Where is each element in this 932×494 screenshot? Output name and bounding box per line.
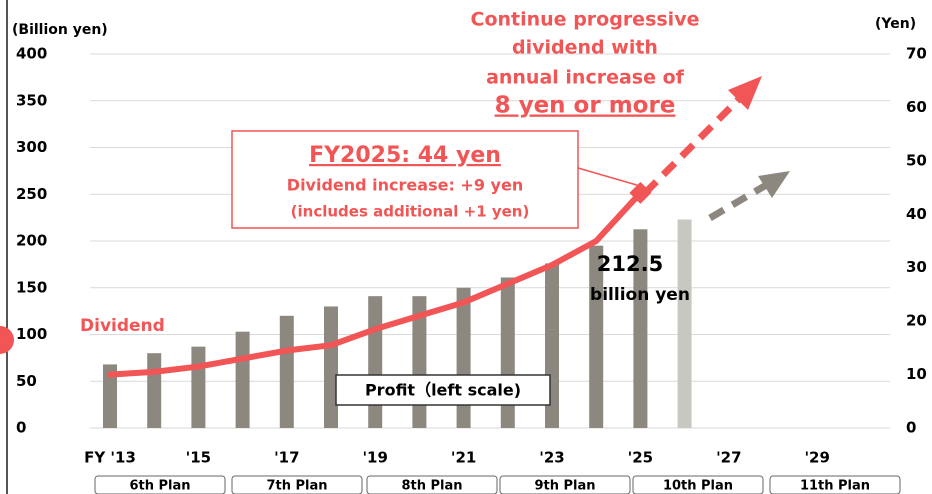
y2-tick-label: 70 xyxy=(906,45,927,63)
bar xyxy=(368,296,383,428)
y2-tick-label: 10 xyxy=(906,365,927,383)
line xyxy=(107,189,644,378)
y2-tick-label: 50 xyxy=(906,151,927,169)
plan-box xyxy=(499,475,631,494)
y-tick-label: 400 xyxy=(16,45,47,63)
y2-tick-label: 0 xyxy=(906,419,916,437)
bar xyxy=(456,287,471,428)
y-tick-label: 100 xyxy=(16,325,47,343)
arrow-head xyxy=(758,171,790,198)
annotation: billion yen xyxy=(590,285,690,305)
y-tick-label: 300 xyxy=(16,138,47,156)
plan-label: 11th Plan xyxy=(800,479,870,494)
y2-axis-label: (Yen) xyxy=(875,16,916,32)
data-label: 212.5 xyxy=(597,252,663,276)
callout-line xyxy=(577,167,641,187)
x-tick-label: '15 xyxy=(186,449,211,467)
x-tick-label: '27 xyxy=(716,449,741,467)
decor-dot xyxy=(0,326,14,354)
y-tick-label: 150 xyxy=(16,278,47,296)
plan-label: 8th Plan xyxy=(401,479,462,494)
x-tick-label: '23 xyxy=(539,449,564,467)
legend-box xyxy=(335,374,551,406)
x-tick-label: FY '13 xyxy=(84,449,136,467)
bar xyxy=(589,245,604,428)
plan-label: 7th Plan xyxy=(266,479,327,494)
plan-box xyxy=(366,475,498,494)
x-tick-label: '29 xyxy=(804,449,829,467)
callout-box xyxy=(231,130,579,229)
callout-title: FY2025: 44 yen xyxy=(309,143,501,168)
legend-entry: Dividend xyxy=(80,316,165,336)
y-tick-label: 200 xyxy=(16,232,47,250)
y-tick-label: 50 xyxy=(16,372,37,390)
plan-label: 9th Plan xyxy=(534,479,595,494)
plan-box xyxy=(94,475,226,494)
bar xyxy=(279,315,294,428)
x-tick-label: '19 xyxy=(362,449,387,467)
plan-box xyxy=(632,475,764,494)
y2-tick-label: 20 xyxy=(906,312,927,330)
legend-entry: Profit（left scale) xyxy=(365,381,521,400)
headline: annual increase of xyxy=(486,67,685,89)
arrow-head xyxy=(728,76,762,110)
bar xyxy=(235,331,250,428)
bar xyxy=(103,364,117,428)
bar xyxy=(324,306,338,428)
plan-box xyxy=(769,475,901,494)
callout-text: (includes additional +1 yen) xyxy=(291,203,530,221)
y2-tick-label: 30 xyxy=(906,258,927,276)
headline: dividend with xyxy=(512,37,658,59)
plan-label: 6th Plan xyxy=(129,479,190,494)
y-tick-label: 350 xyxy=(16,91,47,109)
projection-arrow xyxy=(642,95,743,196)
headline: 8 yen or more xyxy=(495,93,676,119)
x-tick-label: '17 xyxy=(274,449,299,467)
y2-tick-label: 60 xyxy=(906,98,927,116)
y2-tick-label: 40 xyxy=(906,205,927,223)
y-tick-label: 250 xyxy=(16,185,47,203)
plan-box xyxy=(231,475,363,494)
plan-label: 10th Plan xyxy=(663,479,733,494)
headline: Continue progressive xyxy=(471,9,700,31)
bar xyxy=(191,346,206,428)
callout-text: Dividend increase: +9 yen xyxy=(287,176,523,195)
projection-arrow xyxy=(708,180,770,222)
bar xyxy=(633,229,648,428)
x-tick-label: '21 xyxy=(451,449,476,467)
line-marker xyxy=(629,181,652,204)
bar xyxy=(677,219,692,428)
y-axis-label: (Billion yen) xyxy=(12,22,108,38)
x-tick-label: '25 xyxy=(628,449,653,467)
bar xyxy=(147,353,162,428)
y-tick-label: 0 xyxy=(16,419,26,437)
